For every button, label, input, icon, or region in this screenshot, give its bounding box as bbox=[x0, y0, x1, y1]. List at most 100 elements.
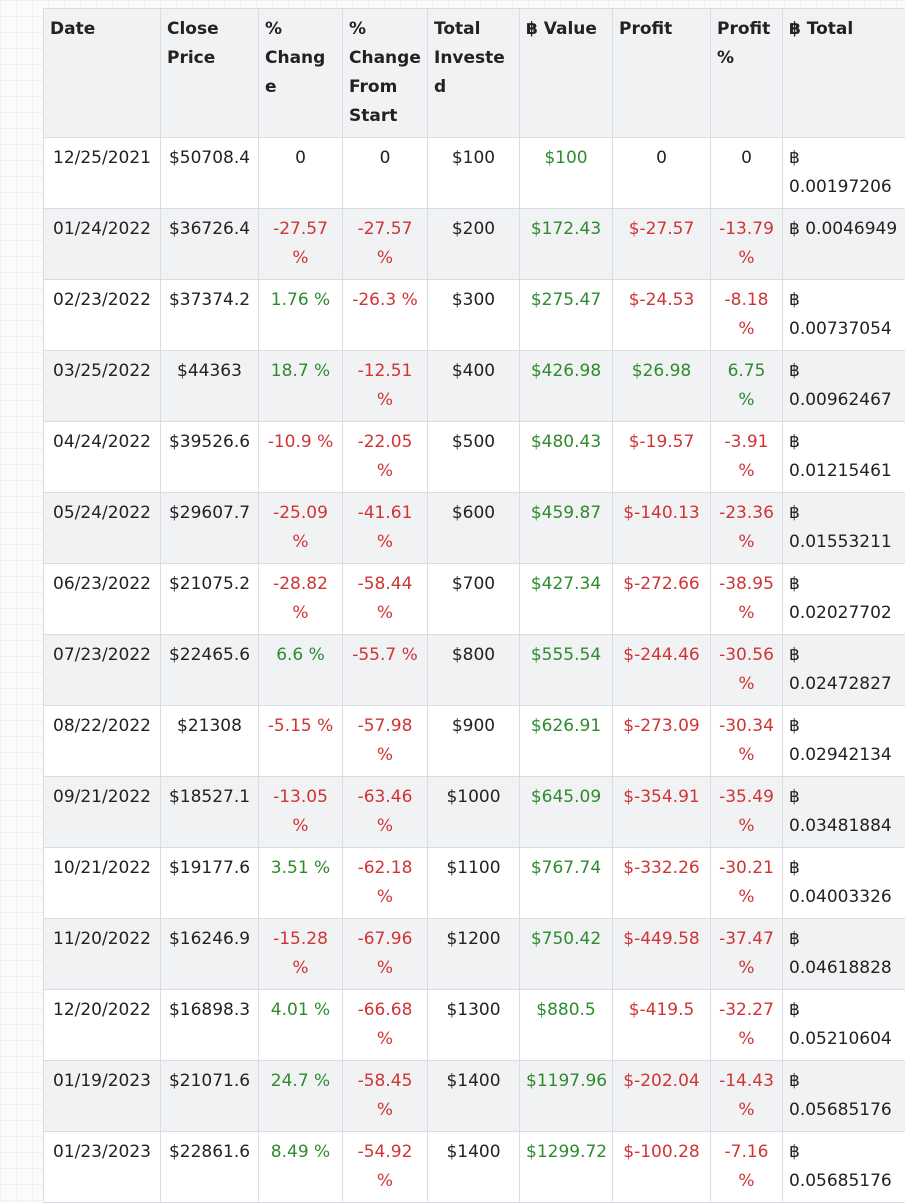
table-cell: $-449.58 bbox=[613, 919, 711, 990]
table-cell: $-244.46 bbox=[613, 635, 711, 706]
table-cell: -35.49 % bbox=[711, 777, 783, 848]
header-cell: % Change bbox=[259, 9, 343, 138]
table-cell: -58.45 % bbox=[343, 1061, 428, 1132]
table-row: 04/24/2022$39526.6-10.9 %-22.05 %$500$48… bbox=[44, 422, 905, 493]
header-cell: ฿ Value bbox=[520, 9, 613, 138]
table-cell: -7.16 % bbox=[711, 1132, 783, 1203]
table-cell: 04/24/2022 bbox=[44, 422, 161, 493]
table-cell: ฿ 0.0046949 bbox=[783, 209, 905, 280]
table-cell: 01/24/2022 bbox=[44, 209, 161, 280]
table-cell: $44363 bbox=[161, 351, 259, 422]
table-cell: 05/24/2022 bbox=[44, 493, 161, 564]
table-row: 05/24/2022$29607.7-25.09 %-41.61 %$600$4… bbox=[44, 493, 905, 564]
table-cell: $500 bbox=[428, 422, 520, 493]
table-cell: -66.68 % bbox=[343, 990, 428, 1061]
table-cell: 1.76 % bbox=[259, 280, 343, 351]
table-cell: $1000 bbox=[428, 777, 520, 848]
table-cell: $39526.6 bbox=[161, 422, 259, 493]
table-cell: $50708.4 bbox=[161, 138, 259, 209]
table-cell: -8.18 % bbox=[711, 280, 783, 351]
table-cell: 07/23/2022 bbox=[44, 635, 161, 706]
table-cell: 0 bbox=[259, 138, 343, 209]
table-cell: ฿ 0.05210604 bbox=[783, 990, 905, 1061]
table-cell: 4.01 % bbox=[259, 990, 343, 1061]
table-cell: ฿ 0.02472827 bbox=[783, 635, 905, 706]
table-cell: -23.36 % bbox=[711, 493, 783, 564]
table-cell: -14.43 % bbox=[711, 1061, 783, 1132]
table-cell: $750.42 bbox=[520, 919, 613, 990]
table-cell: -22.05 % bbox=[343, 422, 428, 493]
table-cell: $275.47 bbox=[520, 280, 613, 351]
table-cell: -30.56 % bbox=[711, 635, 783, 706]
table-cell: 08/22/2022 bbox=[44, 706, 161, 777]
table-cell: $21071.6 bbox=[161, 1061, 259, 1132]
table-cell: $-27.57 bbox=[613, 209, 711, 280]
table-cell: 12/20/2022 bbox=[44, 990, 161, 1061]
table-cell: -58.44 % bbox=[343, 564, 428, 635]
table-cell: $18527.1 bbox=[161, 777, 259, 848]
header-cell: Date bbox=[44, 9, 161, 138]
table-cell: $300 bbox=[428, 280, 520, 351]
table-cell: 6.6 % bbox=[259, 635, 343, 706]
table-cell: $1400 bbox=[428, 1061, 520, 1132]
table-cell: -10.9 % bbox=[259, 422, 343, 493]
table-cell: $800 bbox=[428, 635, 520, 706]
table-cell: $22465.6 bbox=[161, 635, 259, 706]
table-cell: -13.79 % bbox=[711, 209, 783, 280]
table-cell: ฿ 0.00962467 bbox=[783, 351, 905, 422]
table-cell: -26.3 % bbox=[343, 280, 428, 351]
table-cell: $22861.6 bbox=[161, 1132, 259, 1203]
table-cell: $100 bbox=[520, 138, 613, 209]
table-cell: -25.09 % bbox=[259, 493, 343, 564]
header-cell: Close Price bbox=[161, 9, 259, 138]
table-cell: $459.87 bbox=[520, 493, 613, 564]
table-cell: ฿ 0.04618828 bbox=[783, 919, 905, 990]
table-row: 06/23/2022$21075.2-28.82 %-58.44 %$700$4… bbox=[44, 564, 905, 635]
header-cell: Profit % bbox=[711, 9, 783, 138]
table-cell: -30.34 % bbox=[711, 706, 783, 777]
table-cell: -27.57 % bbox=[343, 209, 428, 280]
table-cell: $-24.53 bbox=[613, 280, 711, 351]
table-cell: $426.98 bbox=[520, 351, 613, 422]
table-cell: -63.46 % bbox=[343, 777, 428, 848]
table-cell: 6.75 % bbox=[711, 351, 783, 422]
table-cell: 01/23/2023 bbox=[44, 1132, 161, 1203]
table-cell: -13.05 % bbox=[259, 777, 343, 848]
table-cell: 11/20/2022 bbox=[44, 919, 161, 990]
table-cell: -38.95 % bbox=[711, 564, 783, 635]
table-cell: $645.09 bbox=[520, 777, 613, 848]
table-cell: $16898.3 bbox=[161, 990, 259, 1061]
table-cell: ฿ 0.01215461 bbox=[783, 422, 905, 493]
table-cell: $21075.2 bbox=[161, 564, 259, 635]
table-cell: 0 bbox=[613, 138, 711, 209]
table-cell: 24.7 % bbox=[259, 1061, 343, 1132]
table-row: 08/22/2022$21308-5.15 %-57.98 %$900$626.… bbox=[44, 706, 905, 777]
header-cell: Profit bbox=[613, 9, 711, 138]
table-cell: $-273.09 bbox=[613, 706, 711, 777]
table-cell: $-19.57 bbox=[613, 422, 711, 493]
table-cell: -12.51 % bbox=[343, 351, 428, 422]
table-cell: $16246.9 bbox=[161, 919, 259, 990]
table-cell: -37.47 % bbox=[711, 919, 783, 990]
table-cell: $1200 bbox=[428, 919, 520, 990]
table-cell: $29607.7 bbox=[161, 493, 259, 564]
table-cell: 3.51 % bbox=[259, 848, 343, 919]
table-cell: $1197.96 bbox=[520, 1061, 613, 1132]
table-cell: $1100 bbox=[428, 848, 520, 919]
table-cell: $700 bbox=[428, 564, 520, 635]
table-cell: $1400 bbox=[428, 1132, 520, 1203]
table-cell: -57.98 % bbox=[343, 706, 428, 777]
table-cell: 01/19/2023 bbox=[44, 1061, 161, 1132]
table-row: 11/20/2022$16246.9-15.28 %-67.96 %$1200$… bbox=[44, 919, 905, 990]
table-cell: -30.21 % bbox=[711, 848, 783, 919]
table-cell: -15.28 % bbox=[259, 919, 343, 990]
table-cell: $100 bbox=[428, 138, 520, 209]
table-cell: -3.91 % bbox=[711, 422, 783, 493]
table-cell: $172.43 bbox=[520, 209, 613, 280]
header-cell: Total Invested bbox=[428, 9, 520, 138]
table-cell: -28.82 % bbox=[259, 564, 343, 635]
table-cell: 10/21/2022 bbox=[44, 848, 161, 919]
